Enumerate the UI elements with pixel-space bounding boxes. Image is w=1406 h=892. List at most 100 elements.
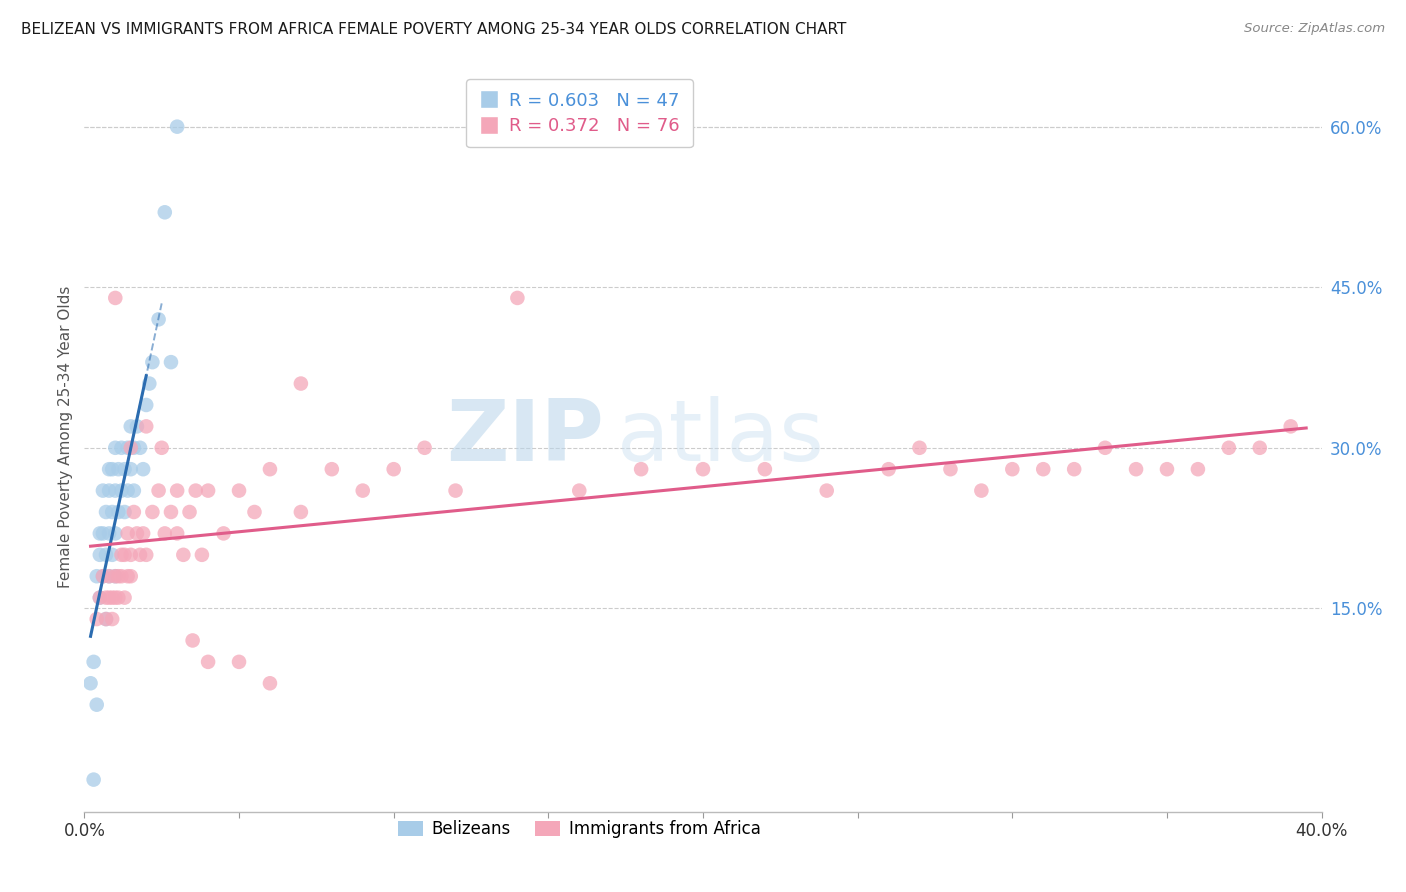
Point: [228, 655, 250, 669]
Point: [107, 462, 129, 476]
Point: [94, 612, 117, 626]
Point: [104, 569, 127, 583]
Point: [117, 526, 139, 541]
Point: [212, 526, 235, 541]
Point: [1156, 462, 1178, 476]
Point: [290, 376, 312, 391]
Point: [117, 483, 139, 498]
Point: [506, 291, 529, 305]
Point: [86, 569, 108, 583]
Point: [1032, 462, 1054, 476]
Point: [104, 291, 127, 305]
Point: [89, 548, 111, 562]
Point: [184, 483, 207, 498]
Point: [83, 655, 105, 669]
Text: atlas: atlas: [616, 395, 824, 479]
Point: [908, 441, 931, 455]
Point: [94, 612, 117, 626]
Point: [91, 483, 114, 498]
Point: [79, 676, 101, 690]
Point: [153, 205, 176, 219]
Point: [110, 441, 132, 455]
Point: [166, 526, 188, 541]
Point: [98, 526, 121, 541]
Point: [104, 591, 127, 605]
Point: [1125, 462, 1147, 476]
Point: [101, 462, 124, 476]
Point: [125, 526, 148, 541]
Point: [91, 526, 114, 541]
Point: [321, 462, 343, 476]
Point: [107, 591, 129, 605]
Point: [259, 462, 281, 476]
Point: [166, 120, 188, 134]
Point: [122, 483, 145, 498]
Point: [1218, 441, 1240, 455]
Point: [89, 526, 111, 541]
Point: [101, 548, 124, 562]
Point: [98, 483, 121, 498]
Point: [160, 355, 183, 369]
Point: [138, 376, 160, 391]
Point: [101, 591, 124, 605]
Point: [94, 548, 117, 562]
Point: [101, 612, 124, 626]
Point: [120, 548, 142, 562]
Point: [110, 483, 132, 498]
Text: BELIZEAN VS IMMIGRANTS FROM AFRICA FEMALE POVERTY AMONG 25-34 YEAR OLDS CORRELAT: BELIZEAN VS IMMIGRANTS FROM AFRICA FEMAL…: [21, 22, 846, 37]
Point: [98, 569, 121, 583]
Point: [94, 505, 117, 519]
Point: [413, 441, 436, 455]
Point: [110, 569, 132, 583]
Point: [129, 441, 152, 455]
Point: [141, 505, 163, 519]
Point: [135, 548, 157, 562]
Point: [98, 569, 121, 583]
Point: [692, 462, 714, 476]
Point: [148, 312, 170, 326]
Point: [382, 462, 405, 476]
Point: [1187, 462, 1209, 476]
Point: [104, 569, 127, 583]
Point: [754, 462, 776, 476]
Point: [243, 505, 266, 519]
Y-axis label: Female Poverty Among 25-34 Year Olds: Female Poverty Among 25-34 Year Olds: [58, 286, 73, 588]
Point: [444, 483, 467, 498]
Point: [114, 548, 136, 562]
Point: [120, 569, 142, 583]
Point: [101, 505, 124, 519]
Point: [104, 526, 127, 541]
Point: [160, 505, 183, 519]
Point: [132, 526, 155, 541]
Point: [630, 462, 652, 476]
Point: [1001, 462, 1024, 476]
Point: [1063, 462, 1085, 476]
Point: [135, 398, 157, 412]
Point: [120, 462, 142, 476]
Point: [1094, 441, 1116, 455]
Point: [120, 419, 142, 434]
Point: [120, 441, 142, 455]
Point: [86, 612, 108, 626]
Point: [104, 483, 127, 498]
Point: [122, 441, 145, 455]
Point: [114, 591, 136, 605]
Point: [172, 548, 194, 562]
Point: [228, 483, 250, 498]
Point: [114, 462, 136, 476]
Point: [83, 772, 105, 787]
Point: [89, 591, 111, 605]
Point: [290, 505, 312, 519]
Point: [117, 441, 139, 455]
Point: [568, 483, 591, 498]
Point: [153, 526, 176, 541]
Point: [191, 548, 214, 562]
Point: [104, 441, 127, 455]
Point: [122, 505, 145, 519]
Point: [110, 548, 132, 562]
Point: [89, 591, 111, 605]
Point: [86, 698, 108, 712]
Point: [150, 441, 173, 455]
Point: [1279, 419, 1302, 434]
Point: [197, 655, 219, 669]
